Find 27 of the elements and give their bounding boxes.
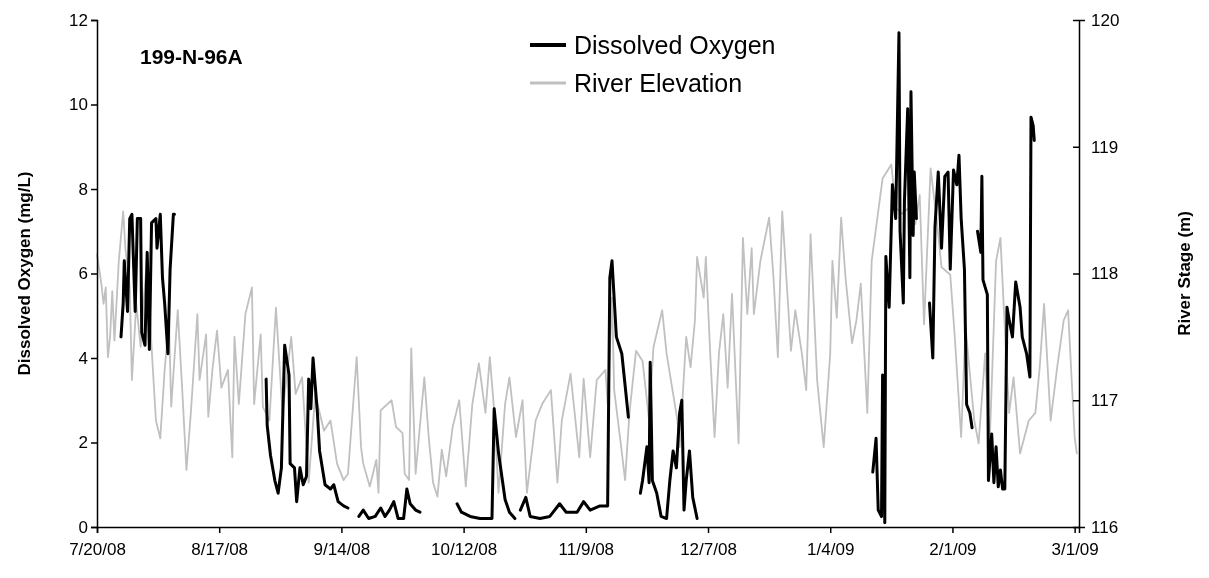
y2-axis-title: River Stage (m) — [1175, 211, 1194, 336]
y2-tick-label: 117 — [1091, 391, 1119, 411]
x-tick-label: 1/4/09 — [807, 539, 855, 559]
line-series — [96, 163, 1078, 498]
legend-label: River Elevation — [574, 68, 743, 97]
legend-label: Dissolved Oxygen — [574, 30, 776, 59]
x-tick-label: 9/14/08 — [313, 539, 371, 559]
y-tick-label: 2 — [78, 433, 88, 453]
y2-tick-label: 118 — [1091, 264, 1119, 284]
x-tick-label: 7/20/08 — [69, 539, 126, 559]
y-tick-label: 10 — [69, 95, 88, 115]
x-tick-label: 12/7/08 — [680, 539, 737, 559]
x-tick-label: 11/9/08 — [558, 539, 615, 559]
y2-tick-label: 116 — [1091, 517, 1119, 537]
y-tick-label: 8 — [78, 179, 88, 199]
x-tick-label: 2/1/09 — [929, 539, 977, 559]
y-tick-label: 0 — [78, 517, 88, 537]
text: 199-N-96A — [140, 45, 243, 68]
x-tick-label: 10/12/08 — [431, 539, 498, 559]
y2-tick-label: 119 — [1091, 137, 1119, 157]
x-tick-label: 3/1/09 — [1051, 539, 1099, 559]
y-axis-title: Dissolved Oxygen (mg/L) — [15, 171, 34, 376]
y-tick-label: 4 — [78, 348, 88, 368]
y-tick-label: 12 — [69, 10, 88, 30]
y-tick-label: 6 — [78, 264, 88, 284]
y2-tick-label: 120 — [1091, 10, 1120, 30]
x-tick-label: 8/17/08 — [191, 539, 249, 559]
